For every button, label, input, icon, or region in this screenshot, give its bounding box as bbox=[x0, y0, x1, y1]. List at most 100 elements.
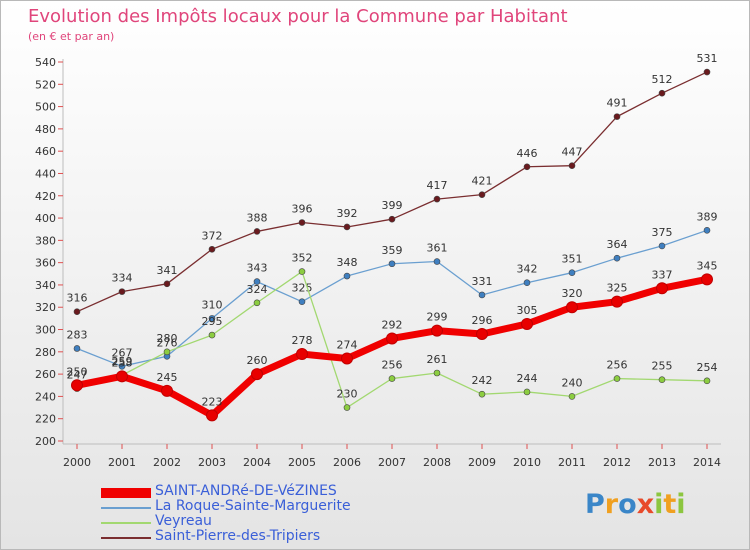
data-point bbox=[656, 282, 668, 295]
x-tick-label: 2006 bbox=[333, 456, 361, 469]
x-tick-label: 2001 bbox=[108, 456, 136, 469]
data-point bbox=[703, 68, 711, 76]
data-label: 447 bbox=[562, 146, 583, 159]
data-point bbox=[343, 272, 351, 280]
data-label: 299 bbox=[427, 311, 448, 324]
data-point bbox=[611, 295, 623, 308]
data-label: 267 bbox=[112, 346, 133, 359]
y-tick-label: 440 bbox=[35, 167, 56, 180]
data-point bbox=[613, 254, 621, 262]
x-tick-label: 2014 bbox=[693, 456, 721, 469]
data-point bbox=[478, 390, 486, 398]
data-label: 244 bbox=[517, 372, 538, 385]
data-point bbox=[343, 223, 351, 231]
data-label: 531 bbox=[697, 52, 718, 65]
y-tick-label: 520 bbox=[35, 78, 56, 91]
data-label: 399 bbox=[382, 199, 403, 212]
data-label: 310 bbox=[202, 298, 223, 311]
data-label: 256 bbox=[382, 359, 403, 372]
data-point bbox=[343, 404, 351, 411]
data-label: 491 bbox=[607, 97, 628, 110]
data-label: 421 bbox=[472, 175, 493, 188]
data-label: 417 bbox=[427, 179, 448, 192]
data-label: 295 bbox=[202, 315, 223, 328]
data-label: 351 bbox=[562, 253, 583, 266]
data-label: 352 bbox=[292, 252, 313, 265]
data-point bbox=[386, 332, 398, 345]
data-point bbox=[523, 163, 531, 171]
y-tick-label: 220 bbox=[35, 413, 56, 426]
data-point bbox=[431, 324, 443, 337]
x-tick-label: 2009 bbox=[468, 456, 496, 469]
data-point bbox=[658, 376, 666, 383]
data-label: 359 bbox=[382, 244, 403, 257]
data-point bbox=[658, 242, 666, 250]
legend-swatch bbox=[101, 507, 151, 509]
data-label: 276 bbox=[157, 336, 178, 349]
data-point bbox=[568, 393, 576, 400]
proxiti-logo: Proxiti bbox=[585, 489, 686, 520]
data-point bbox=[388, 375, 396, 382]
data-point bbox=[658, 89, 666, 97]
x-tick-label: 2000 bbox=[63, 456, 91, 469]
y-tick-label: 280 bbox=[35, 346, 56, 359]
data-label: 388 bbox=[247, 211, 268, 224]
data-point bbox=[566, 301, 578, 314]
data-point bbox=[523, 279, 531, 287]
data-point bbox=[521, 317, 533, 330]
y-tick-label: 460 bbox=[35, 145, 56, 158]
data-point bbox=[568, 162, 576, 169]
data-label: 256 bbox=[607, 359, 628, 372]
legend-swatch bbox=[101, 522, 151, 524]
data-point bbox=[298, 298, 306, 305]
y-tick-label: 340 bbox=[35, 279, 56, 292]
logo-letter: t bbox=[663, 489, 677, 520]
data-label: 396 bbox=[292, 203, 313, 216]
data-point bbox=[118, 363, 126, 370]
data-label: 512 bbox=[652, 73, 673, 86]
y-tick-label: 200 bbox=[35, 435, 56, 448]
y-tick-label: 260 bbox=[35, 368, 56, 381]
data-point bbox=[208, 315, 216, 322]
data-label: 348 bbox=[337, 256, 358, 269]
data-point bbox=[73, 308, 81, 315]
data-point bbox=[161, 384, 173, 397]
data-point bbox=[433, 195, 441, 203]
data-point bbox=[341, 352, 353, 365]
data-point bbox=[71, 379, 83, 392]
data-label: 230 bbox=[337, 388, 358, 401]
data-label: 342 bbox=[517, 263, 538, 276]
data-label: 280 bbox=[157, 332, 178, 345]
logo-letter: x bbox=[636, 489, 655, 520]
data-point bbox=[253, 228, 261, 235]
legend-swatch bbox=[101, 537, 151, 539]
x-tick-label: 2013 bbox=[648, 456, 676, 469]
x-tick-label: 2011 bbox=[558, 456, 586, 469]
legend-label: La Roque-Sainte-Marguerite bbox=[155, 498, 351, 514]
y-tick-label: 380 bbox=[35, 234, 56, 247]
data-label: 345 bbox=[697, 259, 718, 272]
x-tick-label: 2012 bbox=[603, 456, 631, 469]
data-point bbox=[253, 299, 261, 307]
data-point bbox=[206, 409, 218, 422]
data-point bbox=[478, 291, 486, 299]
data-point bbox=[298, 268, 306, 275]
legend-label: Saint-Pierre-des-Tripiers bbox=[155, 528, 321, 544]
logo-letter: i bbox=[654, 489, 664, 520]
data-label: 260 bbox=[247, 354, 268, 367]
data-label: 446 bbox=[517, 147, 538, 160]
logo-letter: o bbox=[618, 489, 637, 520]
data-label: 316 bbox=[67, 292, 88, 305]
y-tick-label: 240 bbox=[35, 390, 56, 403]
data-label: 250 bbox=[67, 365, 88, 378]
data-label: 254 bbox=[697, 361, 718, 374]
y-tick-label: 480 bbox=[35, 123, 56, 136]
data-label: 325 bbox=[292, 282, 313, 295]
data-label: 325 bbox=[607, 282, 628, 295]
data-point bbox=[523, 388, 531, 396]
data-label: 240 bbox=[562, 376, 583, 389]
x-tick-label: 2007 bbox=[378, 456, 406, 469]
logo-letter: r bbox=[604, 489, 619, 520]
